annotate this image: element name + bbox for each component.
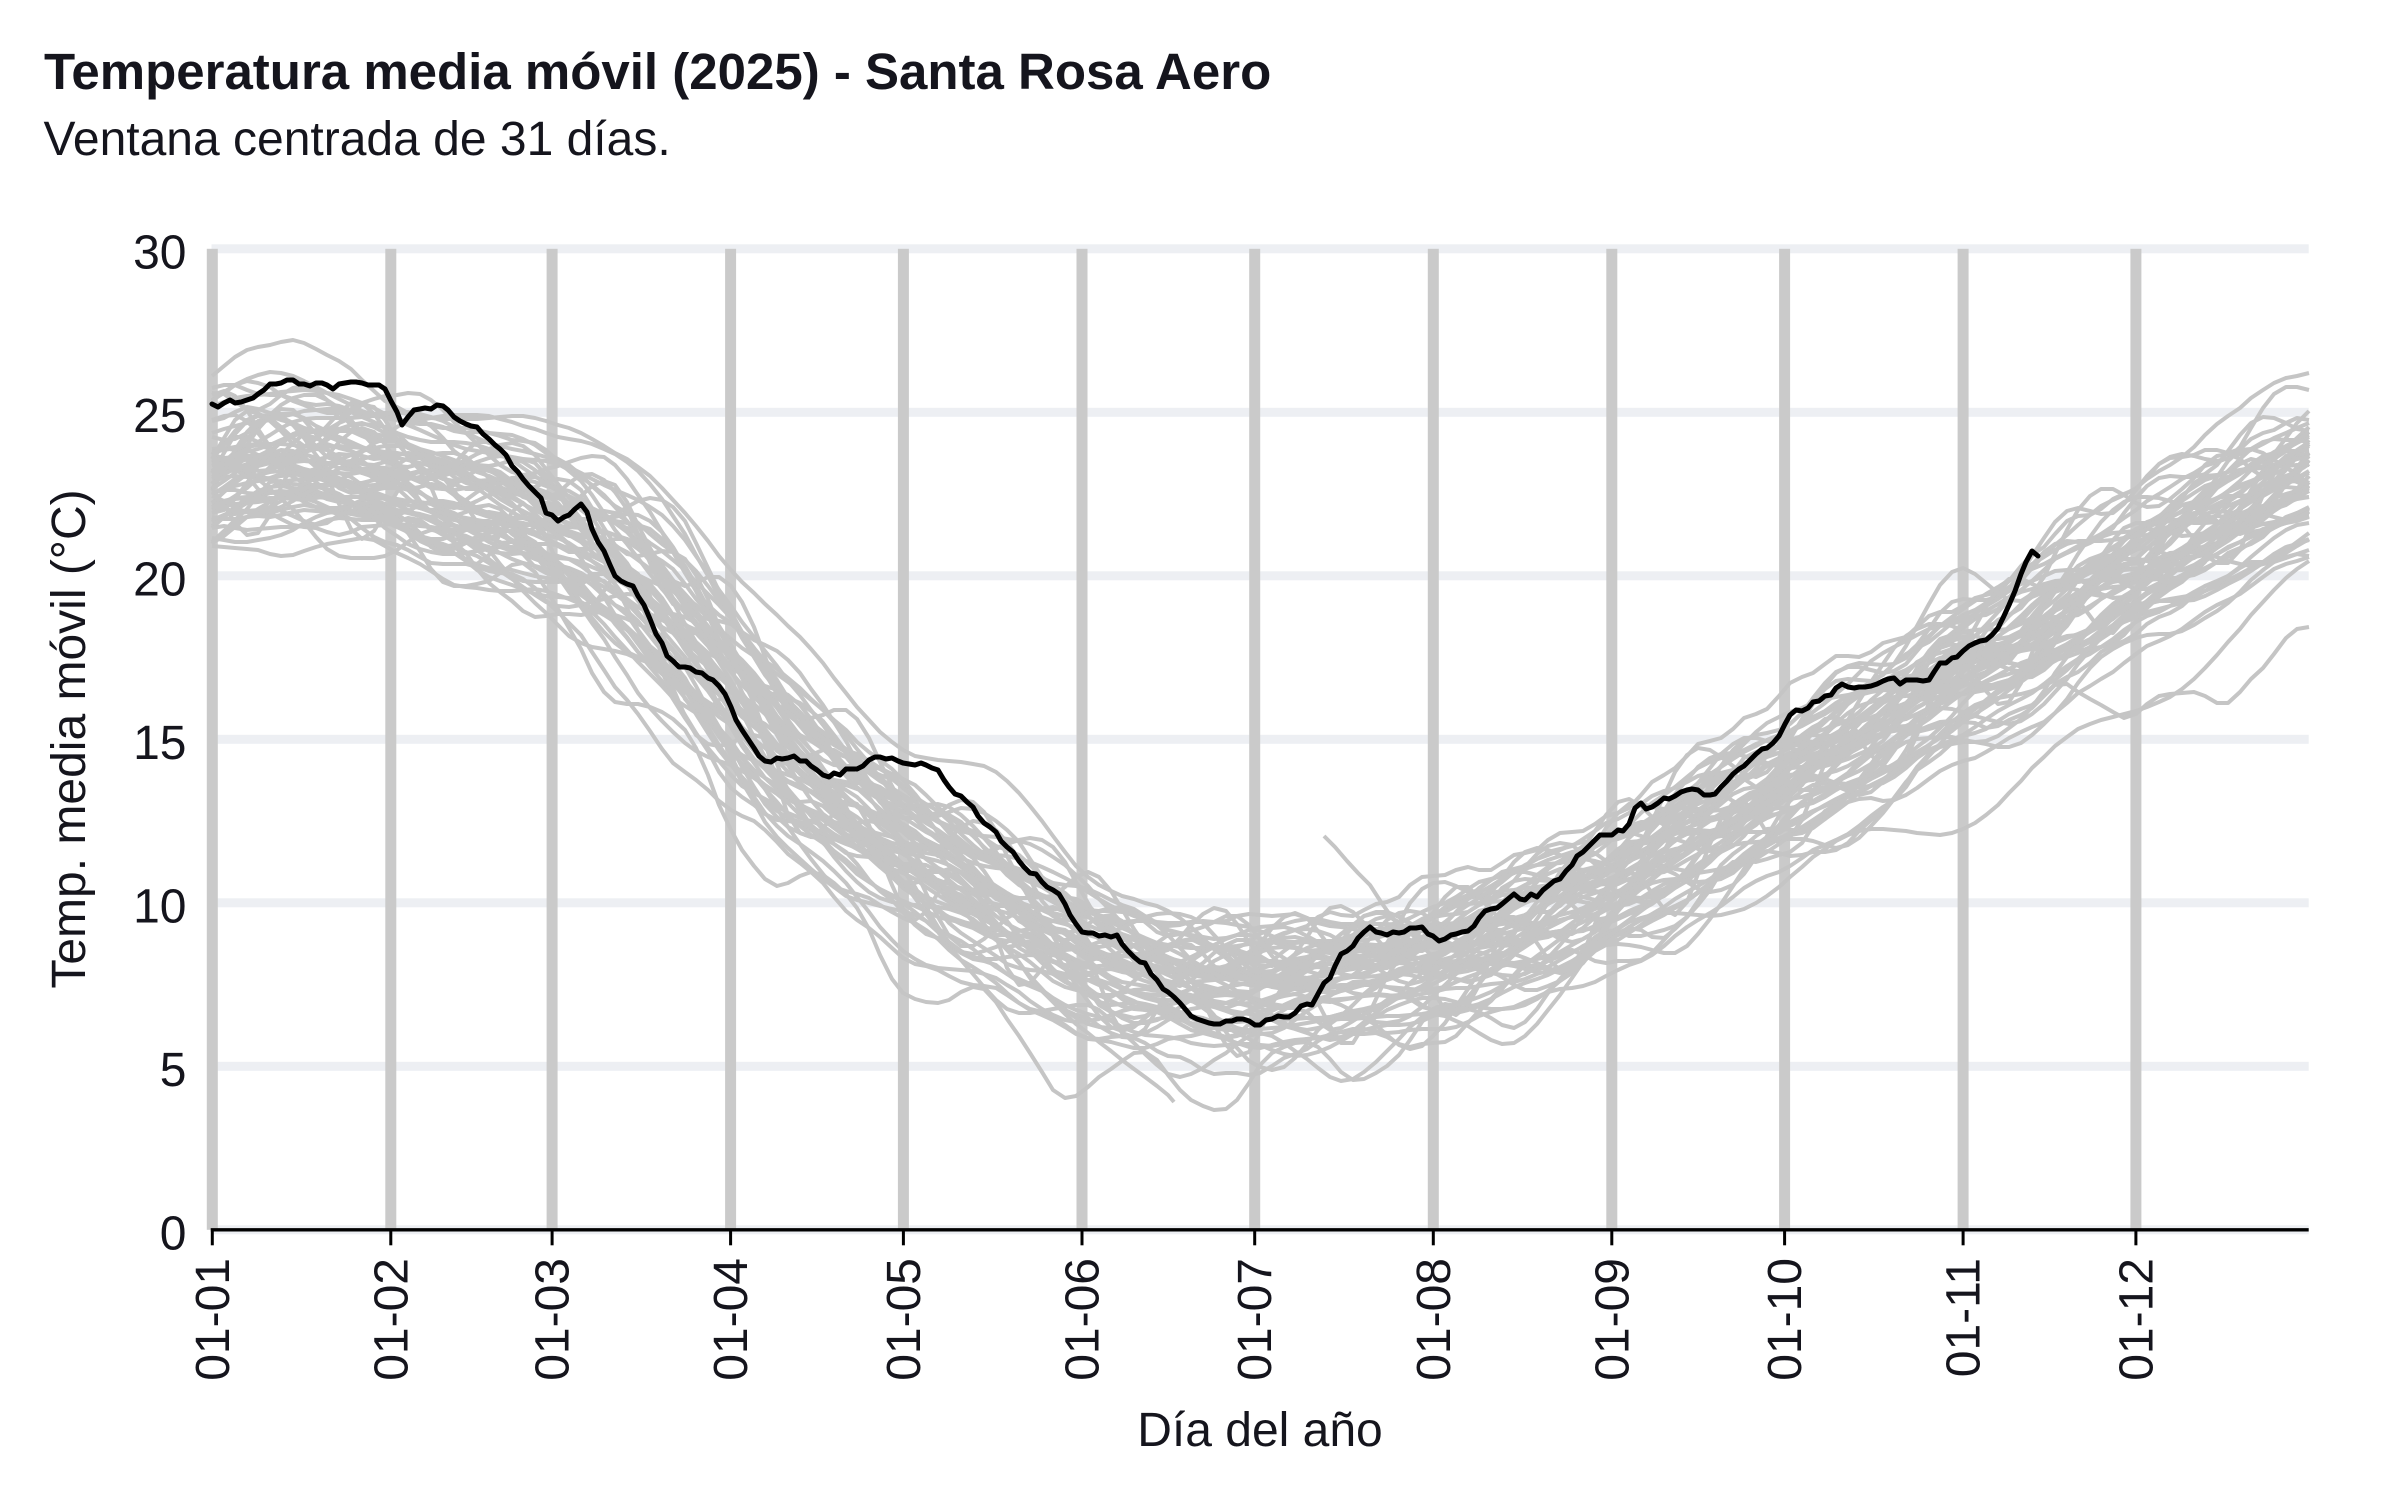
svg-text:01-12: 01-12 bbox=[2110, 1258, 2163, 1381]
svg-text:01-09: 01-09 bbox=[1586, 1258, 1639, 1381]
svg-text:15: 15 bbox=[133, 717, 186, 770]
svg-text:01-05: 01-05 bbox=[878, 1258, 931, 1381]
svg-text:01-08: 01-08 bbox=[1408, 1258, 1461, 1381]
svg-text:5: 5 bbox=[160, 1044, 187, 1097]
svg-text:01-07: 01-07 bbox=[1229, 1258, 1282, 1381]
svg-text:30: 30 bbox=[133, 226, 186, 279]
svg-text:Día del año: Día del año bbox=[1137, 1404, 1383, 1457]
svg-text:01-11: 01-11 bbox=[1938, 1258, 1991, 1377]
svg-text:25: 25 bbox=[133, 390, 186, 443]
svg-text:01-01: 01-01 bbox=[187, 1258, 240, 1381]
svg-text:Temp. media móvil (°C): Temp. media móvil (°C) bbox=[43, 489, 96, 988]
svg-text:01-10: 01-10 bbox=[1759, 1258, 1812, 1381]
svg-text:10: 10 bbox=[133, 880, 186, 933]
svg-text:01-06: 01-06 bbox=[1057, 1258, 1110, 1381]
svg-text:01-04: 01-04 bbox=[705, 1258, 758, 1381]
svg-text:0: 0 bbox=[160, 1207, 187, 1260]
svg-text:20: 20 bbox=[133, 553, 186, 606]
svg-text:Temperatura media móvil (2025): Temperatura media móvil (2025) - Santa R… bbox=[44, 43, 1271, 100]
svg-text:01-03: 01-03 bbox=[527, 1258, 580, 1381]
svg-text:01-02: 01-02 bbox=[365, 1258, 418, 1381]
svg-text:Ventana centrada de 31 días.: Ventana centrada de 31 días. bbox=[44, 113, 671, 166]
